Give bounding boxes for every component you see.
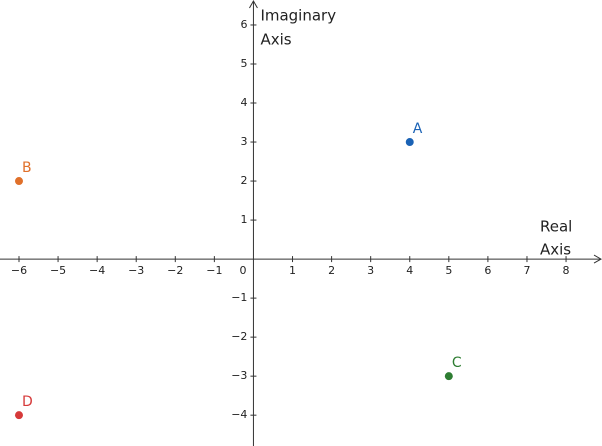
x-tick-label: 2 bbox=[328, 264, 335, 277]
point-label: D bbox=[22, 394, 33, 410]
y-axis-arrow bbox=[249, 0, 258, 9]
x-tick-label: 5 bbox=[445, 264, 452, 277]
x-tick-label: 6 bbox=[484, 264, 491, 277]
point bbox=[14, 411, 23, 420]
point bbox=[14, 177, 23, 186]
x-tick-label: −6 bbox=[11, 264, 27, 277]
y-tick-label: 2 bbox=[240, 174, 247, 187]
y-tick-label: 6 bbox=[240, 18, 247, 31]
point-label: A bbox=[413, 121, 423, 137]
y-axis-title: Axis bbox=[260, 31, 291, 49]
x-tick-label: 1 bbox=[289, 264, 296, 277]
x-tick-label: −2 bbox=[167, 264, 183, 277]
x-axis-title: Axis bbox=[540, 241, 571, 259]
y-tick-label: 4 bbox=[240, 96, 247, 109]
y-tick-label: −1 bbox=[231, 291, 247, 304]
x-tick-label: −4 bbox=[89, 264, 105, 277]
y-tick-label: −2 bbox=[231, 330, 247, 343]
point-label: B bbox=[22, 160, 32, 176]
y-tick-label: −4 bbox=[231, 408, 247, 421]
x-tick-label: −3 bbox=[128, 264, 144, 277]
x-tick-label: 3 bbox=[367, 264, 374, 277]
origin-label: 0 bbox=[239, 264, 246, 277]
point bbox=[444, 372, 453, 381]
point bbox=[405, 138, 414, 147]
x-axis-title: Real bbox=[540, 218, 572, 236]
x-tick-label: −5 bbox=[50, 264, 66, 277]
x-tick-label: 4 bbox=[406, 264, 413, 277]
y-tick-label: 1 bbox=[240, 213, 247, 226]
y-axis-title: Imaginary bbox=[260, 7, 336, 25]
x-tick-label: 8 bbox=[563, 264, 570, 277]
y-tick-label: −3 bbox=[231, 369, 247, 382]
x-tick-label: 7 bbox=[523, 264, 530, 277]
y-tick-label: 3 bbox=[240, 135, 247, 148]
x-axis-arrow bbox=[593, 254, 602, 264]
point-label: C bbox=[452, 355, 462, 371]
x-tick-label: −1 bbox=[206, 264, 222, 277]
y-tick-label: 5 bbox=[240, 57, 247, 70]
